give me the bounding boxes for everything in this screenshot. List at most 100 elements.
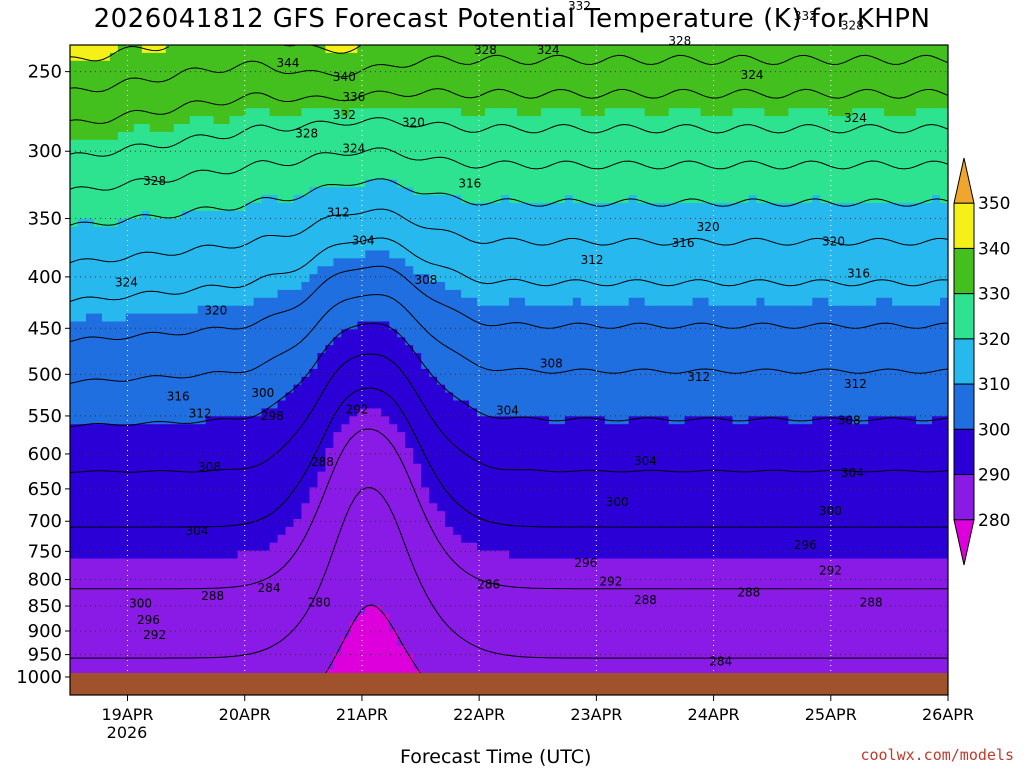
band-cell bbox=[221, 550, 231, 560]
band-cell bbox=[221, 424, 231, 433]
band-cell bbox=[125, 495, 135, 504]
band-cell bbox=[277, 274, 287, 283]
band-cell bbox=[285, 76, 295, 86]
band-cell bbox=[181, 289, 191, 299]
band-cell bbox=[485, 534, 494, 544]
band-cell bbox=[421, 653, 430, 662]
band-cell bbox=[477, 361, 486, 370]
band-cell bbox=[413, 171, 422, 180]
band-cell bbox=[101, 432, 111, 441]
band-cell bbox=[285, 100, 295, 109]
band-cell bbox=[516, 455, 526, 465]
band-cell bbox=[540, 526, 550, 536]
band-cell bbox=[213, 503, 223, 512]
band-cell bbox=[125, 155, 135, 165]
band-cell bbox=[381, 68, 390, 78]
band-cell bbox=[173, 210, 183, 220]
band-cell bbox=[125, 313, 135, 323]
band-cell bbox=[77, 258, 87, 267]
band-cell bbox=[157, 471, 167, 481]
band-cell bbox=[548, 598, 558, 607]
band-cell bbox=[429, 376, 438, 386]
band-cell bbox=[317, 629, 327, 639]
band-cell bbox=[253, 661, 263, 670]
band-cell bbox=[77, 289, 87, 299]
band-cell bbox=[381, 226, 390, 236]
band-cell bbox=[516, 289, 526, 299]
band-cell bbox=[381, 147, 390, 157]
band-cell bbox=[269, 234, 279, 244]
band-cell bbox=[556, 582, 566, 591]
band-cell bbox=[165, 124, 175, 133]
band-cell bbox=[237, 629, 247, 639]
band-cell bbox=[293, 226, 303, 236]
band-cell bbox=[85, 76, 95, 86]
band-cell bbox=[205, 495, 215, 504]
band-cell bbox=[109, 60, 119, 70]
band-cell bbox=[405, 605, 414, 615]
band-cell bbox=[349, 337, 358, 346]
band-cell bbox=[516, 45, 526, 54]
band-cell bbox=[253, 432, 263, 441]
band-cell bbox=[141, 187, 151, 196]
band-cell bbox=[413, 384, 422, 394]
band-cell bbox=[501, 274, 510, 283]
band-cell bbox=[101, 534, 111, 544]
band-cell bbox=[405, 471, 414, 481]
band-cell bbox=[189, 226, 199, 236]
band-cell bbox=[157, 621, 167, 631]
band-cell bbox=[429, 368, 438, 378]
band-cell bbox=[197, 297, 207, 307]
band-cell bbox=[429, 526, 438, 536]
band-cell bbox=[277, 266, 287, 275]
band-cell bbox=[405, 234, 414, 244]
band-cell bbox=[445, 384, 454, 394]
band-cell bbox=[501, 368, 510, 378]
band-cell bbox=[237, 621, 247, 631]
band-cell bbox=[269, 60, 279, 70]
band-cell bbox=[509, 519, 518, 528]
band-cell bbox=[293, 155, 303, 165]
band-cell bbox=[221, 542, 231, 552]
band-cell bbox=[70, 400, 79, 409]
band-cell bbox=[341, 321, 350, 330]
band-cell bbox=[109, 203, 119, 212]
band-cell bbox=[317, 598, 327, 607]
band-cell bbox=[301, 384, 311, 394]
band-cell bbox=[221, 566, 231, 575]
band-cell bbox=[493, 440, 502, 449]
band-cell bbox=[213, 131, 223, 141]
band-cell bbox=[357, 68, 366, 78]
band-cell bbox=[485, 210, 494, 220]
band-cell bbox=[485, 274, 494, 283]
band-cell bbox=[221, 60, 231, 70]
band-cell bbox=[149, 534, 159, 544]
band-cell bbox=[229, 187, 239, 196]
band-cell bbox=[229, 471, 239, 481]
band-cell bbox=[261, 400, 271, 409]
band-cell bbox=[493, 274, 502, 283]
band-cell bbox=[221, 76, 231, 86]
band-cell bbox=[461, 92, 470, 101]
band-cell bbox=[349, 203, 358, 212]
band-cell bbox=[453, 455, 462, 465]
band-cell bbox=[269, 329, 279, 338]
band-cell bbox=[357, 187, 366, 196]
band-cell bbox=[125, 653, 135, 662]
band-cell bbox=[509, 60, 518, 70]
band-cell bbox=[317, 432, 327, 441]
band-cell bbox=[540, 455, 550, 465]
band-cell bbox=[540, 542, 550, 552]
band-cell bbox=[381, 432, 390, 441]
band-cell bbox=[445, 574, 454, 583]
band-cell bbox=[429, 282, 438, 291]
band-cell bbox=[341, 424, 350, 433]
band-cell bbox=[357, 289, 366, 299]
band-cell bbox=[429, 226, 438, 236]
band-cell bbox=[373, 100, 382, 109]
band-cell bbox=[548, 258, 558, 267]
band-cell bbox=[469, 45, 478, 54]
band-cell bbox=[413, 368, 422, 378]
band-cell bbox=[333, 100, 342, 109]
band-cell bbox=[285, 487, 295, 496]
